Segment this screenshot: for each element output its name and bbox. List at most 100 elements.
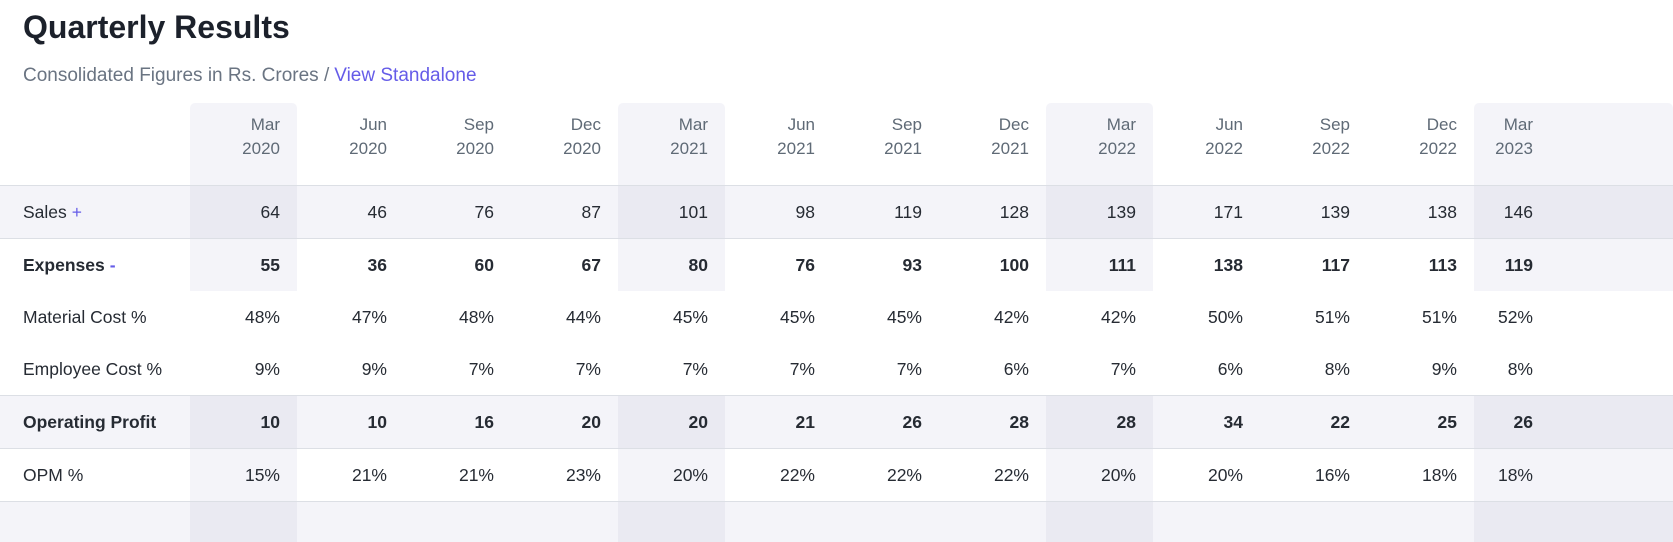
col-header-dec-2021: Dec 2021 — [939, 103, 1046, 186]
cell-opm-pct-jun-2022: 20% — [1153, 449, 1260, 502]
col-header-dec-2022: Dec 2022 — [1367, 103, 1474, 186]
cell-sales-mar-2021: 101 — [618, 186, 725, 239]
row-label-text-material-cost-pct: Material Cost % — [23, 306, 147, 327]
cell-sales-mar-2022: 139 — [1046, 186, 1153, 239]
cell-expenses-dec-2021: 100 — [939, 239, 1046, 291]
sales-expand-toggle[interactable]: + — [71, 201, 83, 222]
cell-sales-mar-2020: 64 — [190, 186, 297, 239]
row-label-employee-cost-pct: Employee Cost % — [0, 343, 190, 396]
cell-employee-cost-pct-sep-2021: 7% — [832, 343, 939, 396]
cell-expenses-sep-2022: 117 — [1260, 239, 1367, 291]
cell-operating-profit-jun-2020: 10 — [297, 396, 404, 449]
cell-expenses-mar-2020: 55 — [190, 239, 297, 291]
cell-employee-cost-pct-mar-2022: 7% — [1046, 343, 1153, 396]
cell-material-cost-pct-mar-2021: 45% — [618, 291, 725, 343]
cell-employee-cost-pct-jun-2022: 6% — [1153, 343, 1260, 396]
table-header-row: Mar 2020 Jun 2020 Sep 2020 Dec 2020 Mar 2021 Jun 20… — [0, 103, 1673, 186]
cell-material-cost-pct-sep-2020: 48% — [404, 291, 511, 343]
page-title: Quarterly Results — [23, 9, 290, 45]
cell-material-cost-pct-jun-2022: 50% — [1153, 291, 1260, 343]
subtitle: Consolidated Figures in Rs. Crores / View… — [0, 63, 1673, 89]
next-row-partial-cell — [618, 502, 725, 542]
view-standalone-link[interactable]: View Standalone — [334, 65, 477, 86]
col-header-mar-2020: Mar 2020 — [190, 103, 297, 186]
cell-operating-profit-sep-2022: 22 — [1260, 396, 1367, 449]
cell-opm-pct-jun-2020: 21% — [297, 449, 404, 502]
cell-sales-jun-2020: 46 — [297, 186, 404, 239]
cell-opm-pct-jun-2021: 22% — [725, 449, 832, 502]
next-row-partial — [0, 502, 1673, 542]
row-material-cost-pct: Material Cost % 48% 47% 48% 44% 45% 45% 45% 42% 4… — [0, 291, 1673, 343]
cell-sales-dec-2022: 138 — [1367, 186, 1474, 239]
col-header-dec-2020: Dec 2020 — [511, 103, 618, 186]
cell-operating-profit-dec-2022: 25 — [1367, 396, 1474, 449]
cell-opm-pct-sep-2020: 21% — [404, 449, 511, 502]
row-sales: Sales +64 46 76 87 101 98 119 128 139 171 139 138 146 — [0, 186, 1673, 239]
next-row-partial-cell — [511, 502, 618, 542]
row-employee-cost-pct: Employee Cost % 9% 9% 7% 7% 7% 7% 7% 6% 7% 6% 8% 9% 8… — [0, 343, 1673, 396]
cell-material-cost-pct-jun-2021: 45% — [725, 291, 832, 343]
cell-expenses-dec-2020: 67 — [511, 239, 618, 291]
cell-material-cost-pct-dec-2021: 42% — [939, 291, 1046, 343]
cell-operating-profit-mar-2021: 20 — [618, 396, 725, 449]
cell-operating-profit-dec-2021: 28 — [939, 396, 1046, 449]
col-header-sep-2022: Sep 2022 — [1260, 103, 1367, 186]
next-row-partial-cell — [1474, 502, 1673, 542]
cell-expenses-sep-2021: 93 — [832, 239, 939, 291]
cell-operating-profit-mar-2020: 10 — [190, 396, 297, 449]
cell-expenses-jun-2021: 76 — [725, 239, 832, 291]
cell-expenses-jun-2020: 36 — [297, 239, 404, 291]
next-row-partial-cell — [297, 502, 404, 542]
cell-opm-pct-mar-2023: 18% — [1474, 449, 1673, 502]
row-label-expenses[interactable]: Expenses - — [0, 239, 190, 291]
cell-employee-cost-pct-jun-2021: 7% — [725, 343, 832, 396]
row-label-text-operating-profit: Operating Profit — [23, 411, 157, 432]
cell-material-cost-pct-sep-2021: 45% — [832, 291, 939, 343]
cell-operating-profit-sep-2021: 26 — [832, 396, 939, 449]
cell-operating-profit-jun-2022: 34 — [1153, 396, 1260, 449]
row-label-header — [0, 103, 190, 186]
cell-material-cost-pct-dec-2020: 44% — [511, 291, 618, 343]
cell-expenses-mar-2022: 111 — [1046, 239, 1153, 291]
cell-sales-sep-2022: 139 — [1260, 186, 1367, 239]
cell-operating-profit-sep-2020: 16 — [404, 396, 511, 449]
cell-opm-pct-mar-2021: 20% — [618, 449, 725, 502]
cell-employee-cost-pct-sep-2022: 8% — [1260, 343, 1367, 396]
expenses-expand-toggle[interactable]: - — [109, 254, 116, 275]
next-row-partial-cell — [1367, 502, 1474, 542]
next-row-partial-cell — [1046, 502, 1153, 542]
row-label-text-opm-pct: OPM % — [23, 464, 84, 485]
cell-operating-profit-mar-2022: 28 — [1046, 396, 1153, 449]
cell-sales-sep-2020: 76 — [404, 186, 511, 239]
cell-sales-mar-2023: 146 — [1474, 186, 1673, 239]
cell-expenses-sep-2020: 60 — [404, 239, 511, 291]
row-label-sales[interactable]: Sales + — [0, 186, 190, 239]
col-header-jun-2021: Jun 2021 — [725, 103, 832, 186]
row-expenses: Expenses -55 36 60 67 80 76 93 100 111 138 117 113 11… — [0, 239, 1673, 291]
cell-employee-cost-pct-mar-2020: 9% — [190, 343, 297, 396]
cell-opm-pct-sep-2021: 22% — [832, 449, 939, 502]
row-label-material-cost-pct: Material Cost % — [0, 291, 190, 343]
next-row-partial-cell — [190, 502, 297, 542]
cell-opm-pct-mar-2020: 15% — [190, 449, 297, 502]
cell-opm-pct-sep-2022: 16% — [1260, 449, 1367, 502]
cell-expenses-mar-2021: 80 — [618, 239, 725, 291]
col-header-jun-2020: Jun 2020 — [297, 103, 404, 186]
cell-sales-dec-2020: 87 — [511, 186, 618, 239]
col-header-mar-2021: Mar 2021 — [618, 103, 725, 186]
next-row-partial-cell — [1153, 502, 1260, 542]
row-label-operating-profit: Operating Profit — [0, 396, 190, 449]
cell-sales-jun-2021: 98 — [725, 186, 832, 239]
cell-opm-pct-mar-2022: 20% — [1046, 449, 1153, 502]
cell-operating-profit-jun-2021: 21 — [725, 396, 832, 449]
col-header-mar-2023: Mar 2023 — [1474, 103, 1673, 186]
next-row-partial-cell — [832, 502, 939, 542]
cell-employee-cost-pct-sep-2020: 7% — [404, 343, 511, 396]
cell-employee-cost-pct-dec-2022: 9% — [1367, 343, 1474, 396]
cell-sales-sep-2021: 119 — [832, 186, 939, 239]
cell-employee-cost-pct-dec-2021: 6% — [939, 343, 1046, 396]
cell-material-cost-pct-sep-2022: 51% — [1260, 291, 1367, 343]
cell-employee-cost-pct-jun-2020: 9% — [297, 343, 404, 396]
cell-sales-dec-2021: 128 — [939, 186, 1046, 239]
cell-material-cost-pct-mar-2023: 52% — [1474, 291, 1673, 343]
